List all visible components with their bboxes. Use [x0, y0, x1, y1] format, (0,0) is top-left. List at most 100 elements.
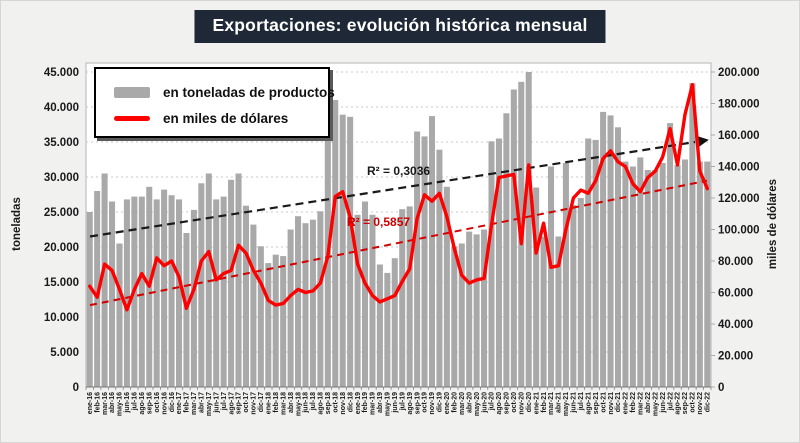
svg-text:nov-17: nov-17 — [251, 392, 258, 415]
svg-text:ago-16: ago-16 — [139, 392, 146, 415]
svg-text:dic-19: dic-19 — [437, 392, 444, 412]
svg-text:dic-22: dic-22 — [705, 392, 712, 412]
svg-text:dic-16: dic-16 — [169, 392, 176, 412]
svg-text:abr-17: abr-17 — [199, 392, 206, 413]
svg-text:40.000: 40.000 — [718, 319, 753, 331]
bar-swatch-icon — [114, 86, 150, 98]
svg-text:sep-20: sep-20 — [504, 392, 511, 414]
svg-text:sep-19: sep-19 — [414, 392, 421, 414]
svg-text:jul-17: jul-17 — [221, 392, 228, 411]
svg-text:0: 0 — [718, 382, 724, 394]
svg-text:nov-18: nov-18 — [340, 392, 347, 415]
svg-text:ago-20: ago-20 — [496, 392, 503, 415]
svg-text:mar-22: mar-22 — [638, 392, 645, 415]
svg-text:jul-19: jul-19 — [399, 392, 406, 411]
svg-text:ago-18: ago-18 — [318, 392, 325, 415]
svg-text:dic-20: dic-20 — [526, 392, 533, 412]
svg-text:100.000: 100.000 — [718, 225, 760, 237]
svg-text:feb-17: feb-17 — [184, 392, 191, 413]
svg-text:abr-18: abr-18 — [288, 392, 295, 413]
svg-text:jun-17: jun-17 — [213, 392, 220, 414]
svg-text:jun-21: jun-21 — [571, 392, 578, 414]
svg-text:abr-16: abr-16 — [109, 392, 116, 413]
svg-text:jun-18: jun-18 — [303, 392, 310, 414]
svg-text:feb-22: feb-22 — [630, 392, 637, 413]
svg-text:jul-20: jul-20 — [489, 392, 496, 411]
left-axis-title: toneladas — [11, 197, 23, 251]
svg-text:20.000: 20.000 — [44, 242, 79, 254]
svg-text:ene-21: ene-21 — [533, 392, 540, 414]
svg-text:jun-22: jun-22 — [660, 392, 667, 414]
svg-text:abr-21: abr-21 — [556, 392, 563, 413]
svg-text:oct-19: oct-19 — [422, 392, 429, 413]
svg-text:20.000: 20.000 — [718, 351, 753, 363]
svg-text:oct-22: oct-22 — [690, 392, 697, 413]
dolares-trendline — [89, 179, 708, 307]
svg-text:40.000: 40.000 — [44, 102, 79, 114]
svg-text:mar-17: mar-17 — [191, 392, 198, 415]
svg-text:ene-18: ene-18 — [266, 392, 273, 414]
svg-text:jun-20: jun-20 — [481, 392, 488, 414]
svg-text:nov-22: nov-22 — [697, 392, 704, 415]
svg-text:140.000: 140.000 — [718, 162, 760, 174]
svg-text:mar-20: mar-20 — [459, 392, 466, 415]
line-swatch-icon — [114, 115, 150, 121]
svg-text:may-21: may-21 — [563, 392, 570, 416]
svg-text:180.000: 180.000 — [718, 99, 760, 111]
svg-text:0: 0 — [73, 382, 79, 394]
r2-toneladas-label: R² = 0,3036 — [367, 164, 431, 178]
svg-text:may-17: may-17 — [206, 392, 213, 416]
legend-label-toneladas: en toneladas de productos — [163, 84, 335, 100]
svg-text:feb-21: feb-21 — [541, 392, 548, 413]
svg-text:nov-16: nov-16 — [161, 392, 168, 415]
svg-text:oct-17: oct-17 — [243, 392, 250, 413]
svg-text:ene-19: ene-19 — [355, 392, 362, 414]
svg-text:jul-18: jul-18 — [310, 392, 317, 411]
svg-text:ene-16: ene-16 — [87, 392, 94, 414]
bars-series — [86, 72, 711, 388]
legend-item-dolares: en miles de dólares — [114, 105, 328, 131]
svg-text:ene-22: ene-22 — [623, 392, 630, 414]
svg-text:160.000: 160.000 — [718, 130, 760, 142]
svg-text:ene-20: ene-20 — [444, 392, 451, 414]
svg-text:oct-20: oct-20 — [511, 392, 518, 413]
svg-text:feb-20: feb-20 — [452, 392, 459, 413]
svg-text:sep-18: sep-18 — [325, 392, 332, 414]
svg-text:sep-16: sep-16 — [146, 392, 153, 414]
svg-text:ago-22: ago-22 — [675, 392, 682, 415]
svg-text:ago-21: ago-21 — [585, 392, 592, 415]
legend-item-toneladas: en toneladas de productos — [114, 79, 335, 105]
svg-text:mar-21: mar-21 — [548, 392, 555, 415]
svg-text:ene-17: ene-17 — [176, 392, 183, 414]
svg-text:45.000: 45.000 — [44, 67, 79, 79]
r2-dolares-label: R² = 0,5857 — [347, 215, 411, 229]
svg-text:ago-17: ago-17 — [228, 392, 235, 415]
svg-text:feb-16: feb-16 — [94, 392, 101, 413]
svg-text:sep-17: sep-17 — [236, 392, 243, 414]
right-axis-title: miles de dólares — [767, 178, 779, 270]
svg-text:feb-18: feb-18 — [273, 392, 280, 413]
svg-text:oct-21: oct-21 — [600, 392, 607, 413]
chart-legend: en toneladas de productos en miles de dó… — [94, 67, 335, 138]
svg-text:60.000: 60.000 — [718, 288, 753, 300]
svg-text:oct-18: oct-18 — [333, 392, 340, 413]
chart-title: Exportaciones: evolución histórica mensu… — [194, 10, 606, 43]
svg-text:25.000: 25.000 — [44, 207, 79, 219]
svg-text:dic-18: dic-18 — [347, 392, 354, 412]
svg-text:15.000: 15.000 — [44, 277, 79, 289]
svg-text:120.000: 120.000 — [718, 193, 760, 205]
toneladas-trendline — [89, 140, 696, 238]
svg-text:nov-20: nov-20 — [519, 392, 526, 415]
svg-text:30.000: 30.000 — [44, 172, 79, 184]
svg-text:may-22: may-22 — [652, 392, 659, 416]
svg-text:mar-18: mar-18 — [280, 392, 287, 415]
svg-text:abr-22: abr-22 — [645, 392, 652, 413]
svg-text:5.000: 5.000 — [50, 347, 79, 359]
svg-text:10.000: 10.000 — [44, 312, 79, 324]
svg-text:jul-22: jul-22 — [667, 392, 674, 411]
svg-text:ago-19: ago-19 — [407, 392, 414, 415]
dolares-line — [87, 82, 709, 312]
svg-text:jul-21: jul-21 — [578, 392, 585, 411]
